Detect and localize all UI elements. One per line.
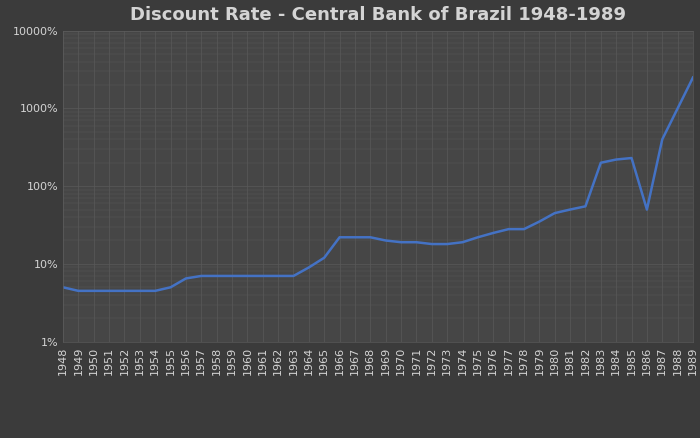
Title: Discount Rate - Central Bank of Brazil 1948-1989: Discount Rate - Central Bank of Brazil 1…	[130, 6, 626, 24]
